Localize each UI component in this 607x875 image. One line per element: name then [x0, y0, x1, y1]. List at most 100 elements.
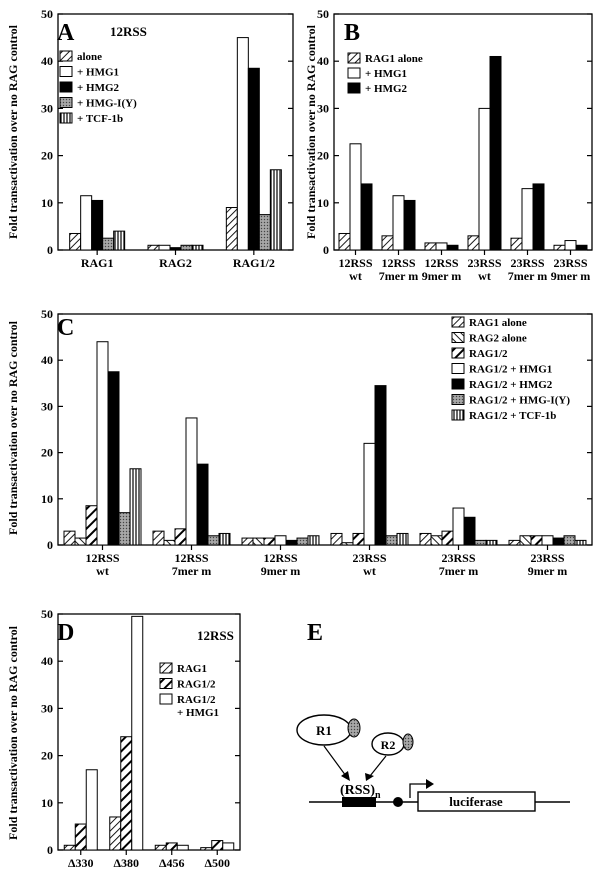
panel-c-legend-swatch	[451, 332, 465, 343]
panel-e-letter: E	[307, 620, 323, 646]
panel-d-x-tick-label: Δ380	[113, 856, 139, 870]
panel-a-y-tick-label: 40	[41, 54, 53, 68]
panel-b-bar	[553, 244, 566, 251]
panel-b-x-tick-label: 23RSS	[553, 256, 587, 270]
panel-d-y-axis-label: Fold transactivation over no RAG control	[6, 625, 20, 840]
panel-b-bar	[392, 195, 405, 251]
panel-b-legend-label: + HMG1	[365, 68, 407, 80]
panel-d-y-tick-label: 0	[47, 843, 53, 857]
panel-a-legend-label: alone	[77, 51, 102, 63]
panel-a-bar	[169, 247, 182, 251]
panel-c-bar	[430, 535, 443, 546]
panel-c-legend-swatch	[451, 394, 465, 405]
panel-a-legend-swatch	[59, 112, 73, 124]
panel-b-bar	[338, 232, 351, 251]
panel-c-x-tick-label: 23RSS	[441, 551, 475, 565]
panel-c-bar	[85, 505, 98, 546]
panel-b-letter: B	[344, 20, 360, 46]
panel-b-bar	[510, 237, 523, 251]
panel-c-bar	[118, 512, 131, 546]
panel-c-bar	[574, 539, 587, 546]
panel-d-bar	[222, 842, 235, 851]
panel-c-legend-swatch	[451, 409, 465, 421]
panel-c-x-tick-label: wt	[363, 564, 376, 578]
panel-c-bar	[207, 535, 220, 546]
panel-b-y-axis-label: Fold transactivation over no RAG control	[304, 24, 318, 239]
panel-c-plot-frame	[57, 313, 593, 546]
panel-c-y-tick-label: 10	[41, 492, 53, 506]
panel-b-bar	[532, 183, 545, 251]
panel-c-y-tick-label: 30	[41, 399, 53, 413]
panel-a-legend-swatch	[59, 81, 73, 93]
panel-b-chart: Fold transactivation over no RAG control…	[304, 7, 593, 283]
panel-c-y-axis-label: Fold transactivation over no RAG control	[6, 320, 20, 535]
panel-d-bar	[200, 847, 213, 851]
panel-c-bar	[530, 535, 543, 546]
panel-c-bar	[63, 530, 76, 546]
rss-subscript: n	[375, 790, 381, 801]
panel-c-bar	[285, 539, 298, 546]
panel-b-x-tick-label: 23RSS	[510, 256, 544, 270]
panel-c-bar	[185, 417, 198, 546]
r2-label: R2	[381, 738, 396, 752]
panel-d-letter: D	[57, 620, 74, 646]
panel-d-x-tick-label: Δ500	[204, 856, 230, 870]
panel-b-x-tick-label: 7mer m	[508, 269, 547, 283]
panel-b-bar	[575, 244, 588, 251]
panel-a-y-tick-label: 20	[41, 149, 53, 163]
panel-c-bar	[352, 532, 365, 546]
panel-a-legend: alone + HMG1 + HMG2 + HMG-I(Y) + TCF-1b	[59, 50, 137, 125]
panel-d-legend-label-line: RAG1/2	[177, 694, 216, 706]
panel-a-bar	[102, 237, 115, 251]
panel-a-bar	[247, 67, 260, 251]
panel-c-legend-label: RAG1 alone	[469, 317, 527, 329]
panel-c-bar	[241, 537, 254, 546]
panel-c-x-tick-label: 12RSS	[263, 551, 297, 565]
panel-a-bar	[269, 169, 282, 251]
panel-d-y-tick-label: 40	[41, 654, 53, 668]
panel-c-legend-swatch	[451, 347, 465, 359]
panel-d-y-tick-label: 30	[41, 701, 53, 715]
panel-b-legend-label: RAG1 alone	[365, 53, 423, 65]
panel-d-legend-label-line: + HMG1	[177, 707, 219, 719]
panel-c-bar	[129, 468, 142, 546]
panel-b-bar	[349, 143, 362, 251]
panel-c-bar	[152, 530, 165, 546]
panel-a-legend-swatch	[59, 50, 73, 62]
panel-a-bar	[258, 214, 271, 251]
panel-b-x-tick-label: wt	[478, 269, 491, 283]
panel-c-bar	[452, 507, 465, 546]
panel-c-bar	[218, 532, 231, 546]
panel-c-bar	[296, 537, 309, 546]
panel-b-y-tick-label: 0	[323, 243, 329, 257]
panel-c-bar	[196, 463, 209, 546]
panel-c-bar	[341, 542, 354, 546]
panel-c-bar	[363, 442, 376, 546]
transcription-arrow	[409, 783, 426, 798]
panel-d-legend-label: RAG1/2 + HMG1	[177, 694, 219, 719]
panel-d-bars	[63, 615, 235, 851]
panel-b-legend-swatch	[347, 82, 361, 94]
panel-c-bar	[96, 341, 109, 546]
panel-c-bars	[63, 341, 587, 546]
panel-a-x-tick-label: RAG1/2	[233, 256, 275, 270]
panel-d-legend-swatch	[159, 678, 173, 689]
panel-b-bar	[521, 188, 534, 251]
panel-b-x-tick-label: 12RSS	[381, 256, 415, 270]
panel-a-legend-label: + TCF-1b	[77, 113, 123, 125]
r1-small-domain	[347, 718, 361, 738]
panel-d-y-tick-label: 50	[41, 607, 53, 621]
panel-c-legend-label: RAG1/2 + HMG2	[469, 379, 553, 391]
panel-a-chart: Fold transactivation over no RAG control…	[6, 7, 294, 270]
panel-c-bar	[396, 532, 409, 546]
panel-a-legend-swatch	[59, 66, 73, 77]
panel-a-bar	[225, 207, 238, 251]
panel-b-bar	[360, 183, 373, 251]
panel-d-bar	[120, 736, 133, 851]
rss-block	[342, 797, 376, 807]
panel-c-y-tick-label: 40	[41, 353, 53, 367]
panel-c-bar	[263, 537, 276, 546]
panel-c-x-tick-label: 9mer m	[528, 564, 567, 578]
panel-c-legend: RAG1 alone RAG2 alone RAG1/2 RAG1/2 + HMG1 R…	[451, 316, 570, 422]
